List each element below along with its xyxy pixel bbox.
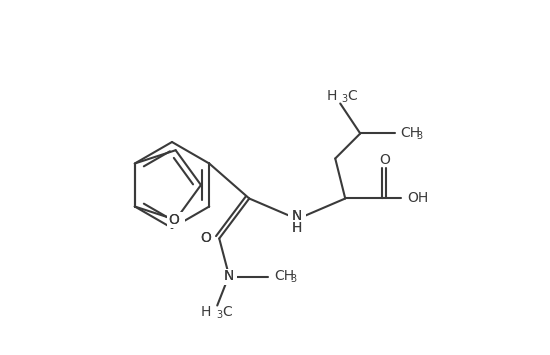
Text: 3: 3: [290, 274, 296, 284]
Text: 3: 3: [216, 310, 222, 320]
Bar: [167, 212, 185, 228]
Text: CH: CH: [274, 269, 294, 284]
Text: O: O: [200, 231, 211, 246]
Text: H: H: [201, 305, 211, 318]
Text: 3: 3: [416, 131, 422, 142]
Bar: [221, 268, 237, 284]
Text: O: O: [168, 213, 179, 227]
Text: OH: OH: [407, 191, 428, 206]
Bar: [197, 230, 213, 246]
Text: H: H: [292, 222, 302, 235]
Text: O: O: [379, 153, 390, 168]
Text: N: N: [292, 209, 302, 224]
Text: 3: 3: [341, 93, 348, 104]
Text: C: C: [347, 88, 357, 103]
Text: H: H: [292, 222, 302, 235]
Text: C: C: [222, 305, 232, 318]
Bar: [288, 202, 306, 224]
Text: N: N: [292, 209, 302, 224]
Text: N: N: [224, 269, 234, 284]
Text: H: H: [327, 88, 337, 103]
Text: O: O: [200, 231, 211, 246]
Text: CH: CH: [400, 126, 420, 141]
Text: O: O: [168, 213, 179, 227]
Text: N: N: [224, 269, 234, 284]
